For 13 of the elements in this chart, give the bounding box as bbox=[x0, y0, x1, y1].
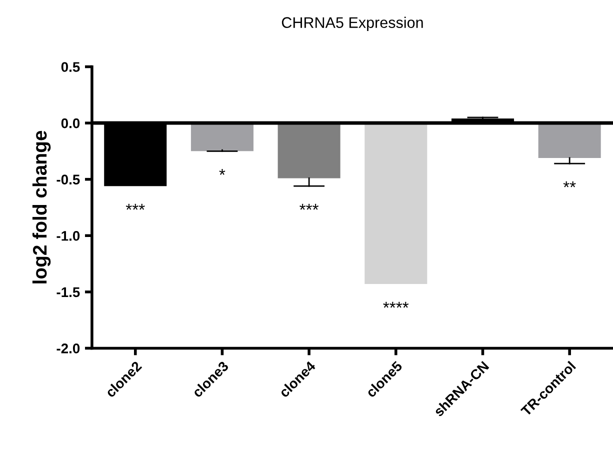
y-tick-label: -1.5 bbox=[56, 287, 80, 298]
y-tick-label: 0.0 bbox=[61, 118, 80, 128]
annotation: *** bbox=[300, 204, 319, 210]
annotation: ** bbox=[563, 181, 576, 188]
y-tick-label: -0.5 bbox=[56, 174, 80, 184]
annotation: **** bbox=[383, 302, 409, 308]
y-tick-label: -2.0 bbox=[56, 344, 80, 354]
annotation: *** bbox=[126, 204, 145, 210]
y-axis-title: log2 fold change bbox=[32, 130, 51, 284]
chart-title: CHRNA5 Expression bbox=[282, 16, 423, 32]
y-tick-label: -1.0 bbox=[56, 230, 80, 241]
y-tick-label: 0.5 bbox=[61, 62, 80, 72]
annotation: * bbox=[219, 169, 226, 175]
